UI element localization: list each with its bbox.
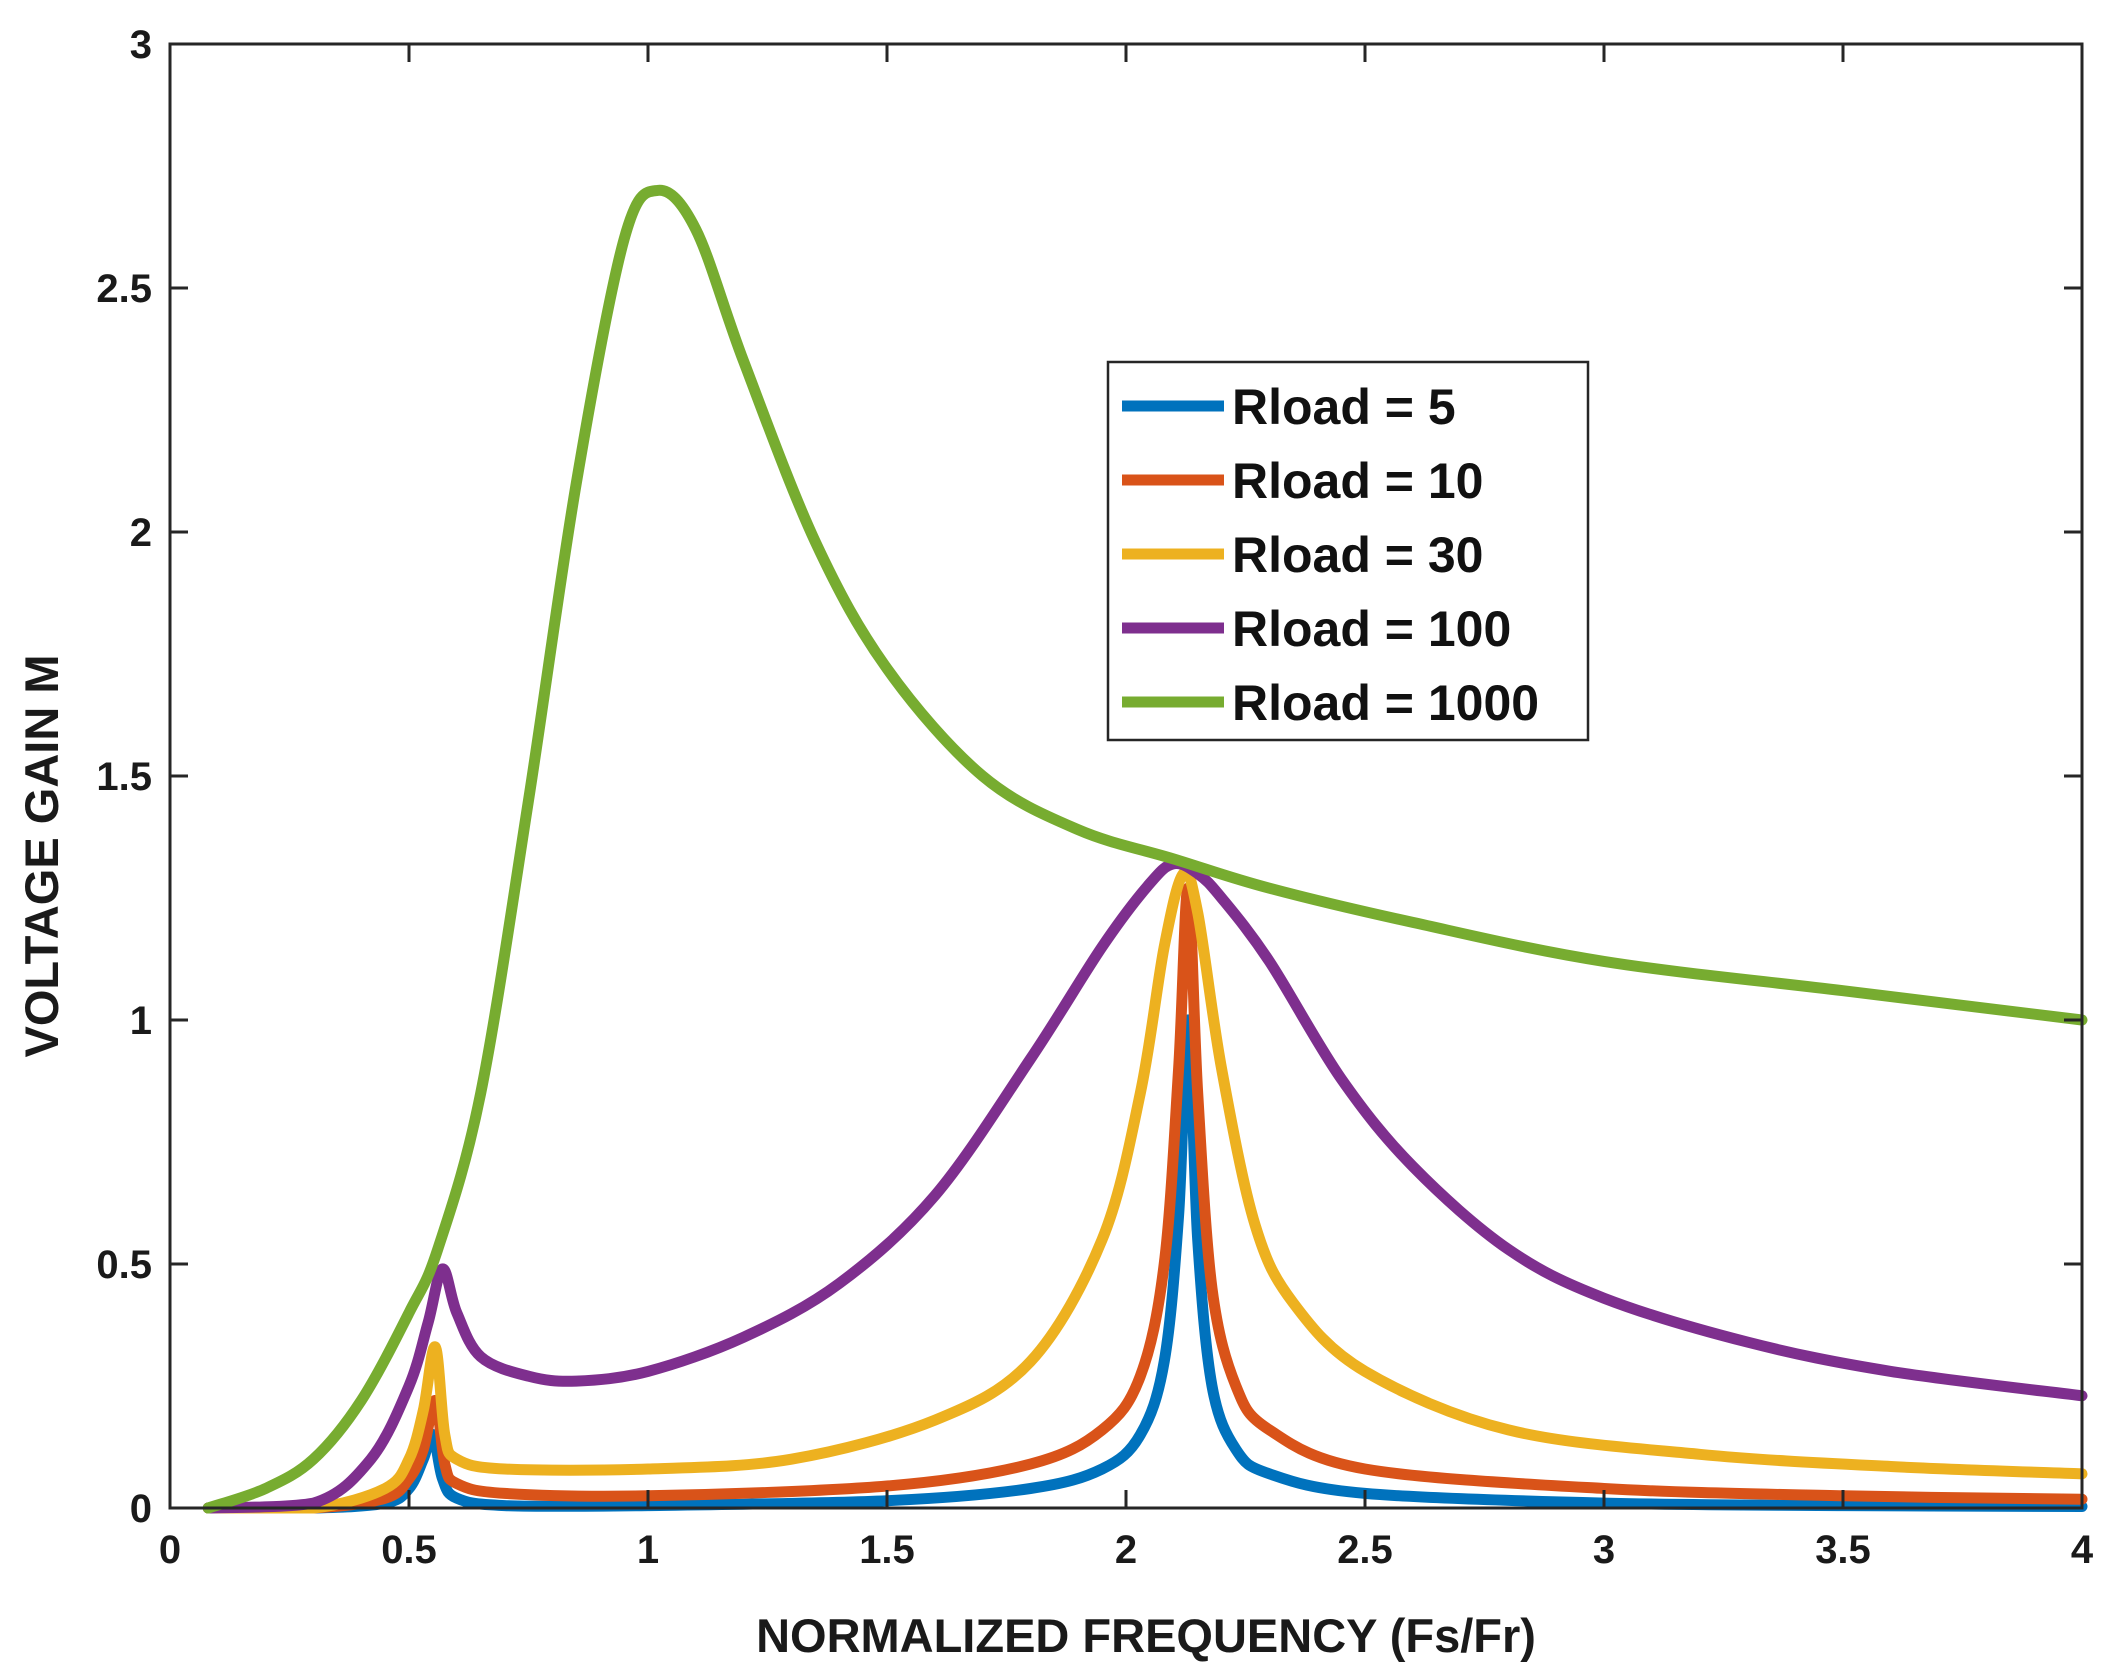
legend: Rload = 5 Rload = 10 Rload = 30 Rload = 100… [1106,360,1590,742]
x-tick-label: 1 [637,1528,659,1572]
y-tick-label: 0 [130,1487,152,1531]
legend-label: Rload = 30 [1232,527,1484,583]
axis-ticks [170,44,2082,1508]
plot-lines [202,184,2088,1514]
legend-entries: Rload = 5 Rload = 10 Rload = 30 Rload = 100… [1122,379,1539,731]
y-tick-label: 0.5 [96,1243,152,1287]
y-tick-label: 1.5 [96,755,152,799]
x-tick-label: 2.5 [1337,1528,1393,1572]
series-line-4 [202,858,2088,1514]
x-tick-label: 4 [2071,1528,2094,1572]
legend-entry-4: Rload = 100 [1122,601,1511,657]
legend-label: Rload = 5 [1232,379,1456,435]
x-tick-labels: 0 0.5 1 1.5 2 2.5 3 3.5 4 [159,1528,2094,1572]
legend-entry-5: Rload = 1000 [1122,675,1539,731]
series-line-3 [202,866,2088,1514]
legend-entry-3: Rload = 30 [1122,527,1484,583]
x-tick-label: 3 [1593,1528,1615,1572]
x-tick-label: 3.5 [1815,1528,1871,1572]
series-line-2 [202,882,2088,1514]
x-tick-label: 0.5 [381,1528,437,1572]
y-tick-labels: 0 0.5 1 1.5 2 2.5 3 [96,23,152,1531]
x-axis-title: NORMALIZED FREQUENCY (Fs/Fr) [756,1609,1536,1662]
x-tick-label: 2 [1115,1528,1137,1572]
legend-label: Rload = 100 [1232,601,1511,657]
y-tick-label: 3 [130,23,152,67]
x-tick-label: 1.5 [859,1528,915,1572]
legend-entry-2: Rload = 10 [1122,453,1484,509]
legend-label: Rload = 10 [1232,453,1484,509]
x-tick-label: 0 [159,1528,181,1572]
legend-label: Rload = 1000 [1232,675,1539,731]
y-tick-label: 2.5 [96,267,152,311]
y-tick-label: 2 [130,511,152,555]
series-line-5 [202,184,2088,1514]
y-tick-label: 1 [130,999,152,1043]
legend-entry-1: Rload = 5 [1122,379,1456,435]
y-axis-title: VOLTAGE GAIN M [15,655,68,1058]
